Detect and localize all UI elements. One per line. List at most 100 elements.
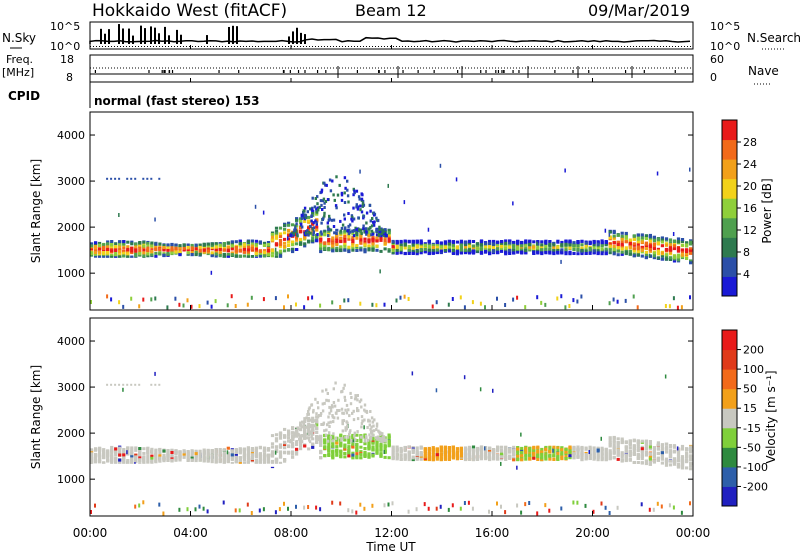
- range-cell: [316, 233, 319, 236]
- range-cell: [274, 433, 279, 437]
- range-cell: [572, 448, 576, 452]
- power-ylabel: Slant Range [km]: [29, 159, 43, 263]
- range-cell: [315, 221, 318, 224]
- range-cell: [246, 240, 250, 244]
- range-cell: [516, 447, 520, 451]
- range-cell: [323, 441, 327, 444]
- range-cell: [356, 394, 359, 397]
- range-cell: [685, 466, 689, 470]
- range-cell: [528, 247, 532, 251]
- range-cell: [512, 243, 516, 247]
- noise-bar: [158, 33, 160, 44]
- range-cell: [532, 240, 536, 244]
- range-cell: [536, 250, 540, 254]
- range-cell: [668, 243, 673, 247]
- range-cell: [668, 459, 673, 463]
- range-cell: [604, 458, 608, 462]
- range-cell: [335, 232, 338, 235]
- range-cell: [399, 247, 403, 250]
- range-cell: [496, 445, 500, 449]
- range-cell: [142, 456, 146, 460]
- range-cell: [162, 453, 166, 457]
- range-cell: [391, 249, 395, 252]
- range-cell: [142, 458, 146, 462]
- range-cell: [375, 229, 378, 233]
- nave-dot: [238, 70, 240, 73]
- range-cell: [222, 253, 226, 256]
- range-cell: [283, 305, 285, 310]
- range-cell: [142, 240, 146, 244]
- range-cell: [672, 460, 677, 464]
- range-cell: [299, 229, 303, 233]
- range-cell: [504, 241, 508, 245]
- range-cell: [166, 248, 170, 252]
- range-cell: [479, 301, 482, 306]
- range-cell: [319, 241, 323, 245]
- range-cell: [451, 446, 455, 450]
- range-cell: [319, 412, 323, 415]
- range-cell: [311, 237, 315, 241]
- range-cell: [399, 251, 403, 255]
- range-cell: [536, 455, 540, 459]
- range-cell: [254, 243, 258, 247]
- freq-tick-marks: [94, 66, 676, 78]
- range-cell: [664, 442, 669, 446]
- range-cell: [383, 450, 385, 454]
- range-cell: [326, 423, 329, 427]
- range-cell: [355, 249, 359, 252]
- range-cell: [600, 252, 604, 256]
- range-cell: [198, 252, 202, 256]
- range-cell: [648, 460, 652, 464]
- range-cell: [359, 204, 362, 208]
- range-cell: [616, 246, 620, 249]
- range-cell: [580, 248, 584, 252]
- range-cell: [648, 457, 652, 461]
- range-cell: [371, 503, 374, 508]
- nave-dot: [402, 70, 404, 73]
- range-cell: [359, 456, 363, 460]
- range-cell: [435, 248, 439, 252]
- range-cell: [118, 453, 122, 457]
- range-cell: [568, 250, 572, 254]
- nave-dot: [674, 70, 676, 73]
- nave-dot: [624, 70, 627, 73]
- nave-dot: [378, 70, 380, 73]
- range-cell: [118, 255, 122, 259]
- range-cell: [680, 240, 685, 243]
- range-cell: [311, 295, 314, 300]
- range-cell: [524, 457, 528, 461]
- range-cell: [439, 241, 443, 245]
- range-cell: [303, 505, 306, 510]
- range-cell: [564, 248, 568, 252]
- range-cell: [524, 454, 528, 458]
- range-cell: [98, 447, 102, 450]
- range-cell: [110, 255, 114, 259]
- range-cell: [668, 449, 673, 453]
- range-cell: [344, 398, 347, 402]
- range-cell: [254, 461, 258, 465]
- range-cell: [439, 445, 443, 449]
- range-cell: [339, 219, 342, 223]
- range-cell: [411, 450, 415, 454]
- range-cell: [106, 242, 110, 246]
- range-cell: [142, 255, 146, 259]
- range-cell: [560, 457, 564, 461]
- range-cell: [508, 454, 512, 458]
- colorbar-tick-label: 8: [743, 246, 750, 259]
- range-cell: [299, 423, 303, 427]
- range-cell: [274, 296, 277, 301]
- range-cell: [369, 209, 372, 213]
- range-cell: [544, 250, 548, 254]
- range-cell: [331, 300, 334, 305]
- range-cell: [451, 503, 454, 508]
- range-cell: [365, 221, 368, 225]
- range-cell: [612, 439, 616, 443]
- range-cell: [676, 459, 681, 463]
- range-cell: [359, 241, 363, 245]
- range-cell: [463, 243, 468, 247]
- range-cell: [596, 448, 600, 452]
- range-cell: [689, 447, 693, 451]
- range-cell: [391, 445, 395, 449]
- range-cell: [186, 458, 190, 462]
- range-cell: [134, 247, 138, 250]
